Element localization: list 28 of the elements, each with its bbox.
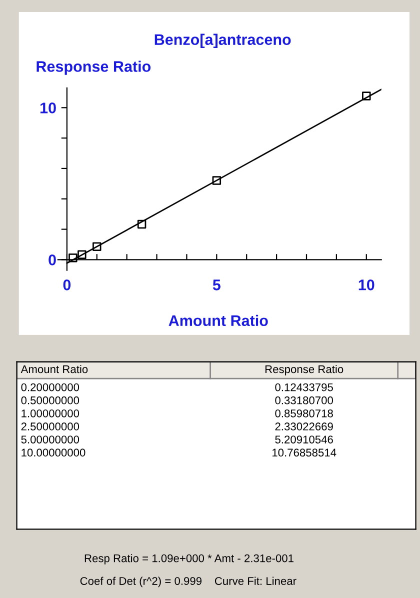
y-axis-title: Response Ratio bbox=[36, 60, 151, 75]
text: 10.76858514 bbox=[272, 448, 336, 457]
text: 5.00000000 bbox=[21, 436, 80, 444]
x-tick-label: 5 bbox=[212, 280, 220, 290]
text: Coef of Det (r^2) = 0.999 Curve Fit: Linear bbox=[80, 576, 296, 588]
point bbox=[362, 92, 371, 100]
text: Resp Ratio = 1.09e+000 * Amt - 2.31e-001 bbox=[84, 554, 294, 564]
point bbox=[78, 250, 86, 260]
x-tick-label: 10 bbox=[358, 280, 374, 290]
text: 0.20000000 bbox=[21, 383, 80, 392]
text: 0.33180700 bbox=[275, 396, 333, 404]
text: 0.12433795 bbox=[275, 383, 333, 392]
text: 2.33022669 bbox=[275, 422, 333, 430]
text: Amount Ratio bbox=[20, 364, 88, 374]
point bbox=[137, 220, 146, 229]
chart-title: Benzo[a]antraceno bbox=[154, 34, 291, 48]
text: 10.00000000 bbox=[22, 448, 86, 457]
point bbox=[68, 253, 78, 262]
text: 0.85980718 bbox=[275, 409, 333, 418]
text: 0.50000000 bbox=[21, 396, 80, 404]
x-tick-label: 0 bbox=[63, 280, 71, 290]
text: 1.00000000 bbox=[22, 409, 80, 418]
x-axis-title: Amount Ratio bbox=[168, 314, 268, 326]
point bbox=[212, 176, 222, 185]
text: 2.50000000 bbox=[21, 422, 80, 430]
point bbox=[92, 242, 102, 251]
text: Response Ratio bbox=[265, 364, 344, 376]
text: 5.20910546 bbox=[275, 436, 333, 444]
